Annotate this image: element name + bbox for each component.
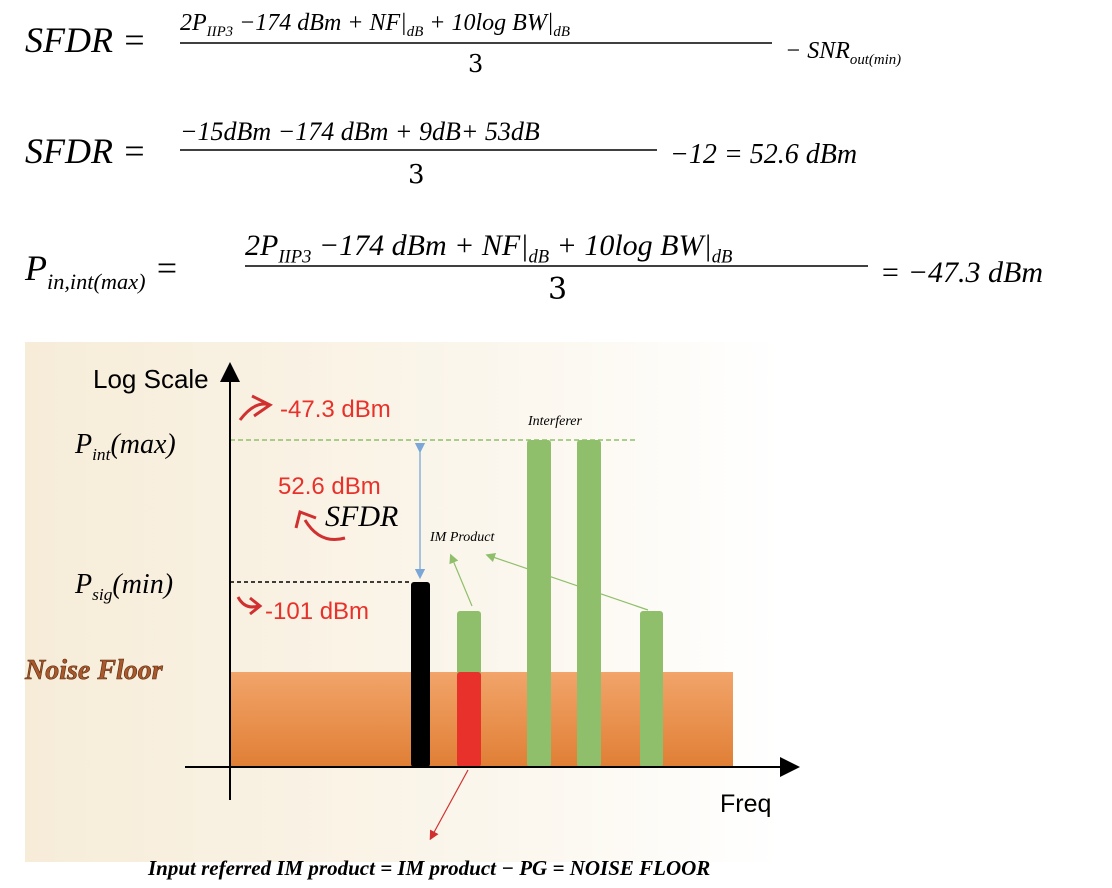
- subscript: sig: [92, 585, 113, 604]
- subscript: in,int(max): [47, 269, 146, 294]
- text-segment: = −47.3 dBm: [880, 256, 1043, 289]
- equations: SFDR = 2PIIP3​ −174 dBm + NF|dB​ + 10log …: [24, 10, 1043, 307]
- subscript: dB: [528, 247, 549, 268]
- equation: Pin,int(max)​ = 2PIIP3​ −174 dBm + NF|dB​…: [24, 229, 1043, 307]
- text-segment: (min): [112, 569, 173, 600]
- footnote-arrow: [429, 769, 469, 841]
- text-segment: P: [74, 429, 92, 460]
- text-segment: 2P: [180, 10, 207, 36]
- diagram-background: [25, 342, 780, 862]
- sfdr-label: SFDR: [325, 500, 398, 533]
- signal-bar: [411, 582, 430, 767]
- denominator: 3: [548, 272, 567, 307]
- text-segment: SFDR: [25, 20, 113, 60]
- equation-tail: − SNRout(min)​: [785, 38, 901, 68]
- annotation: -101 dBm: [265, 598, 369, 625]
- denominator: 3: [468, 50, 483, 78]
- text-segment: + 10log BW|: [549, 229, 712, 262]
- diagram: Log Scale Pint​(max) Psig​(min) Noise Fl…: [24, 342, 800, 880]
- im-arrow: [485, 553, 649, 611]
- text-segment: (max): [110, 429, 175, 460]
- text-segment: P: [24, 248, 47, 288]
- text-segment: =: [113, 131, 146, 171]
- denominator: 3: [408, 160, 425, 190]
- red-mark: [236, 596, 263, 616]
- subscript: IIP3: [277, 247, 311, 268]
- text-segment: −174 dBm + NF|: [233, 10, 407, 36]
- text-segment: =: [146, 248, 179, 288]
- interferer-bar: [527, 440, 551, 767]
- p-sig-label: Psig​(min): [74, 569, 173, 604]
- interferer-label: Interferer: [527, 414, 582, 429]
- text-segment: SFDR: [25, 131, 113, 171]
- text-segment: =: [113, 20, 146, 60]
- y-axis-label: Log Scale: [93, 364, 209, 394]
- equation: SFDR = 2PIIP3​ −174 dBm + NF|dB​ + 10log …: [25, 10, 901, 78]
- equation-tail: −12 = 52.6 dBm: [670, 139, 857, 170]
- text-segment: −15dBm −174 dBm + 9dB+ 53dB: [180, 117, 540, 146]
- p-int-label: Pint​(max): [74, 429, 176, 464]
- text-segment: + 10log BW|: [423, 10, 553, 36]
- equation-tail: = −47.3 dBm: [880, 256, 1043, 289]
- text-segment: −174 dBm + NF|: [311, 229, 528, 262]
- equation-lhs: SFDR =: [25, 131, 146, 171]
- red-mark: [294, 510, 346, 541]
- im-arrow: [449, 553, 473, 607]
- noise-floor-label: Noise Floor: [24, 655, 164, 686]
- text-segment: P: [74, 569, 92, 600]
- equation-lhs: Pin,int(max)​ =: [24, 248, 179, 294]
- numerator: 2PIIP3​ −174 dBm + NF|dB​ + 10log BW|dB​: [180, 10, 570, 40]
- subscript: out(min): [850, 52, 901, 68]
- text-segment: − SNR: [785, 38, 850, 64]
- subscript: IIP3: [206, 24, 233, 40]
- text-segment: 2P: [245, 229, 278, 262]
- equation: SFDR = −15dBm −174 dBm + 9dB+ 53dB 3 −12 = …: [25, 117, 857, 190]
- footnote: Input referred IM product = IM product −…: [147, 856, 710, 880]
- subscript: dB: [712, 247, 733, 268]
- interferer-bar: [577, 440, 601, 767]
- numerator: 2PIIP3​ −174 dBm + NF|dB​ + 10log BW|dB​: [245, 229, 732, 268]
- annotation: 52.6 dBm: [278, 473, 381, 500]
- numerator: −15dBm −174 dBm + 9dB+ 53dB: [180, 117, 540, 146]
- equation-lhs: SFDR =: [25, 20, 146, 60]
- subscript: dB: [553, 24, 570, 40]
- im-bar: [640, 611, 663, 767]
- annotation: -47.3 dBm: [280, 396, 391, 423]
- text-segment: −12 = 52.6 dBm: [670, 139, 857, 170]
- im-product-label: IM Product: [429, 530, 496, 545]
- subscript: int: [92, 445, 112, 464]
- im-noise-bar: [457, 672, 481, 767]
- red-mark: [238, 394, 273, 421]
- subscript: dB: [407, 24, 424, 40]
- x-axis-label: Freq: [720, 790, 771, 818]
